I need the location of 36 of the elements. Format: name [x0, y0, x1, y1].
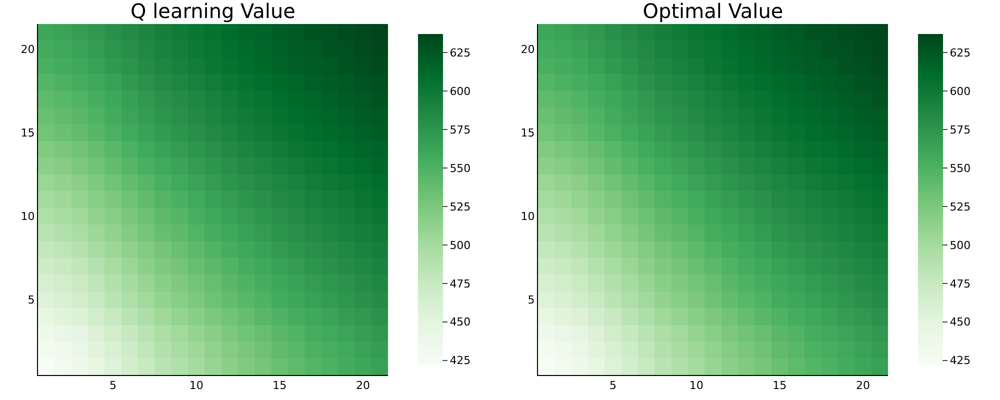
color-bar-label: 600	[450, 84, 471, 98]
y-tick-label: 10	[20, 210, 35, 224]
x-tick-label: 15	[272, 379, 287, 392]
color-bar-label: 550	[950, 162, 971, 175]
x-tick-label: 15	[772, 379, 787, 392]
color-bar-label: 475	[450, 277, 471, 290]
color-bar-label: 425	[450, 354, 471, 368]
color-bar-label: 625	[450, 46, 471, 60]
chart-title: Q learning Value	[130, 0, 296, 23]
color-bar-label: 525	[450, 200, 471, 214]
color-bar-label: 625	[950, 46, 971, 60]
y-tick-label: 10	[520, 210, 535, 224]
y-tick-label: 15	[20, 126, 35, 140]
y-tick-label: 20	[20, 42, 35, 56]
x-tick-label: 5	[610, 379, 616, 392]
color-bar-label: 575	[450, 123, 471, 136]
color-bar-label: 600	[950, 84, 971, 98]
y-tick-label: 20	[520, 42, 535, 56]
x-tick-label: 20	[356, 379, 370, 392]
color-bar-label: 575	[950, 123, 971, 136]
x-tick-label: 10	[689, 379, 704, 392]
y-tick-label: 5	[528, 294, 535, 307]
color-bar-label: 425	[950, 354, 971, 368]
x-tick-label: 20	[856, 379, 870, 392]
y-tick-label: 5	[28, 294, 35, 307]
color-bar-label: 500	[450, 238, 471, 252]
color-bar-label: 550	[450, 162, 471, 175]
color-bar-label: 450	[950, 316, 971, 329]
x-tick-label: 10	[189, 379, 204, 392]
x-tick-label: 5	[110, 379, 116, 392]
color-bar-label: 500	[950, 238, 971, 252]
color-bar-label: 525	[950, 200, 971, 214]
y-tick-label: 15	[520, 126, 535, 140]
color-bar-label: 450	[450, 316, 471, 329]
chart-title: Optimal Value	[642, 0, 784, 23]
color-bar-label: 475	[950, 277, 971, 290]
